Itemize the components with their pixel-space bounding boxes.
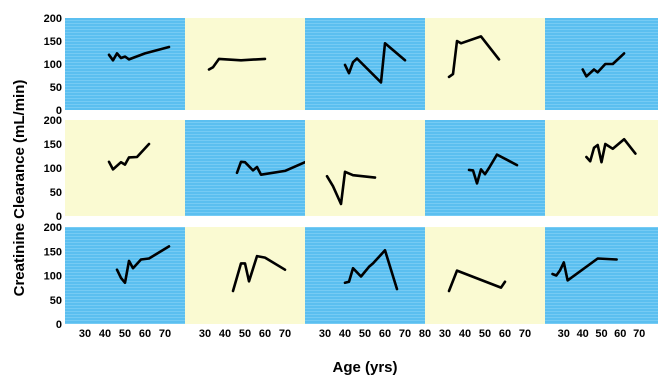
y-tick-label: 200 [44,222,62,234]
series-line [343,41,407,84]
x-tick-label: 30 [439,328,451,340]
x-tick-label: 60 [259,328,271,340]
panel-1-4 [545,120,658,216]
series-line [447,35,501,79]
panel-0-3 [425,18,545,110]
panel-0-1 [185,18,305,110]
panel-background [425,227,545,324]
panel-background [185,18,305,110]
panel-1-2 [305,120,425,216]
series-line [585,137,637,164]
panel-background [305,18,425,110]
x-tick-label: 50 [479,328,491,340]
x-tick-label: 70 [633,328,645,340]
panel-background [425,18,545,110]
series-line [447,269,507,293]
y-tick-label: 150 [44,139,62,151]
series-line [107,45,171,62]
y-tick-label: 150 [44,36,62,48]
series-line [581,52,626,78]
panel-background [65,120,185,216]
series-line [551,257,618,282]
x-tick-label: 40 [459,328,471,340]
x-tick-label: 30 [199,328,211,340]
y-tick-label: 50 [50,295,62,307]
panel-2-2 [305,227,425,324]
x-tick-label: 40 [219,328,231,340]
panel-0-4 [545,18,658,110]
x-axis-title: Age (yrs) [332,359,397,375]
panel-1-0 [65,120,185,216]
x-tick-label: 60 [139,328,151,340]
panel-background [65,227,185,324]
panel-0-0 [65,18,185,110]
x-tick-label: 30 [79,328,91,340]
panel-background [305,227,425,324]
y-tick-label: 100 [44,59,62,71]
panel-2-3 [425,227,545,324]
x-tick-label: 60 [379,328,391,340]
x-tick-label: 50 [119,328,131,340]
x-tick-label: 50 [239,328,251,340]
panel-1-3 [425,120,545,216]
x-tick-label: 40 [99,328,111,340]
x-ticks-layer: 30 40 50 60 70 30 40 50 60 70 30 40 50 60 70 30 40 50 60 70… [79,328,645,340]
x-tick-label: 30 [558,328,570,340]
y-tick-label: 200 [44,13,62,25]
x-tick-label: 80 [419,328,431,340]
panel-1-1 [185,120,307,216]
x-tick-label: 40 [339,328,351,340]
series-line [343,249,399,291]
panels-layer [65,18,658,324]
panel-background [545,120,658,216]
series-line [467,153,519,185]
y-tick-label: 200 [44,115,62,127]
y-tick-label: 150 [44,246,62,258]
panel-0-2 [305,18,425,110]
x-tick-label: 70 [519,328,531,340]
y-axis-title: Creatinine Clearance (mL/min) [11,80,28,297]
x-tick-label: 70 [159,328,171,340]
y-tick-label: 100 [44,163,62,175]
panel-background [185,120,305,216]
y-tick-label: 50 [50,187,62,199]
y-tick-label: 0 [56,105,62,117]
series-line [115,245,171,285]
x-tick-label: 70 [399,328,411,340]
series-line [207,57,267,71]
x-tick-label: 60 [614,328,626,340]
panel-2-4 [545,227,658,324]
y-tick-label: 0 [56,319,62,331]
series-line [231,254,287,293]
panel-background [425,120,545,216]
panel-background [65,18,185,110]
panel-2-0 [65,227,185,324]
panel-background [185,227,305,324]
x-tick-label: 70 [279,328,291,340]
x-tick-label: 60 [499,328,511,340]
y-tick-label: 0 [56,211,62,223]
series-line [107,142,151,171]
panel-background [545,18,658,110]
series-line [235,160,307,176]
series-line [325,170,377,206]
x-tick-label: 50 [595,328,607,340]
panel-2-1 [185,227,305,324]
y-tick-label: 50 [50,82,62,94]
y-tick-label: 100 [44,271,62,283]
x-tick-label: 50 [359,328,371,340]
panel-background [545,227,658,324]
x-tick-label: 30 [319,328,331,340]
panel-background [305,120,425,216]
x-tick-label: 40 [577,328,589,340]
